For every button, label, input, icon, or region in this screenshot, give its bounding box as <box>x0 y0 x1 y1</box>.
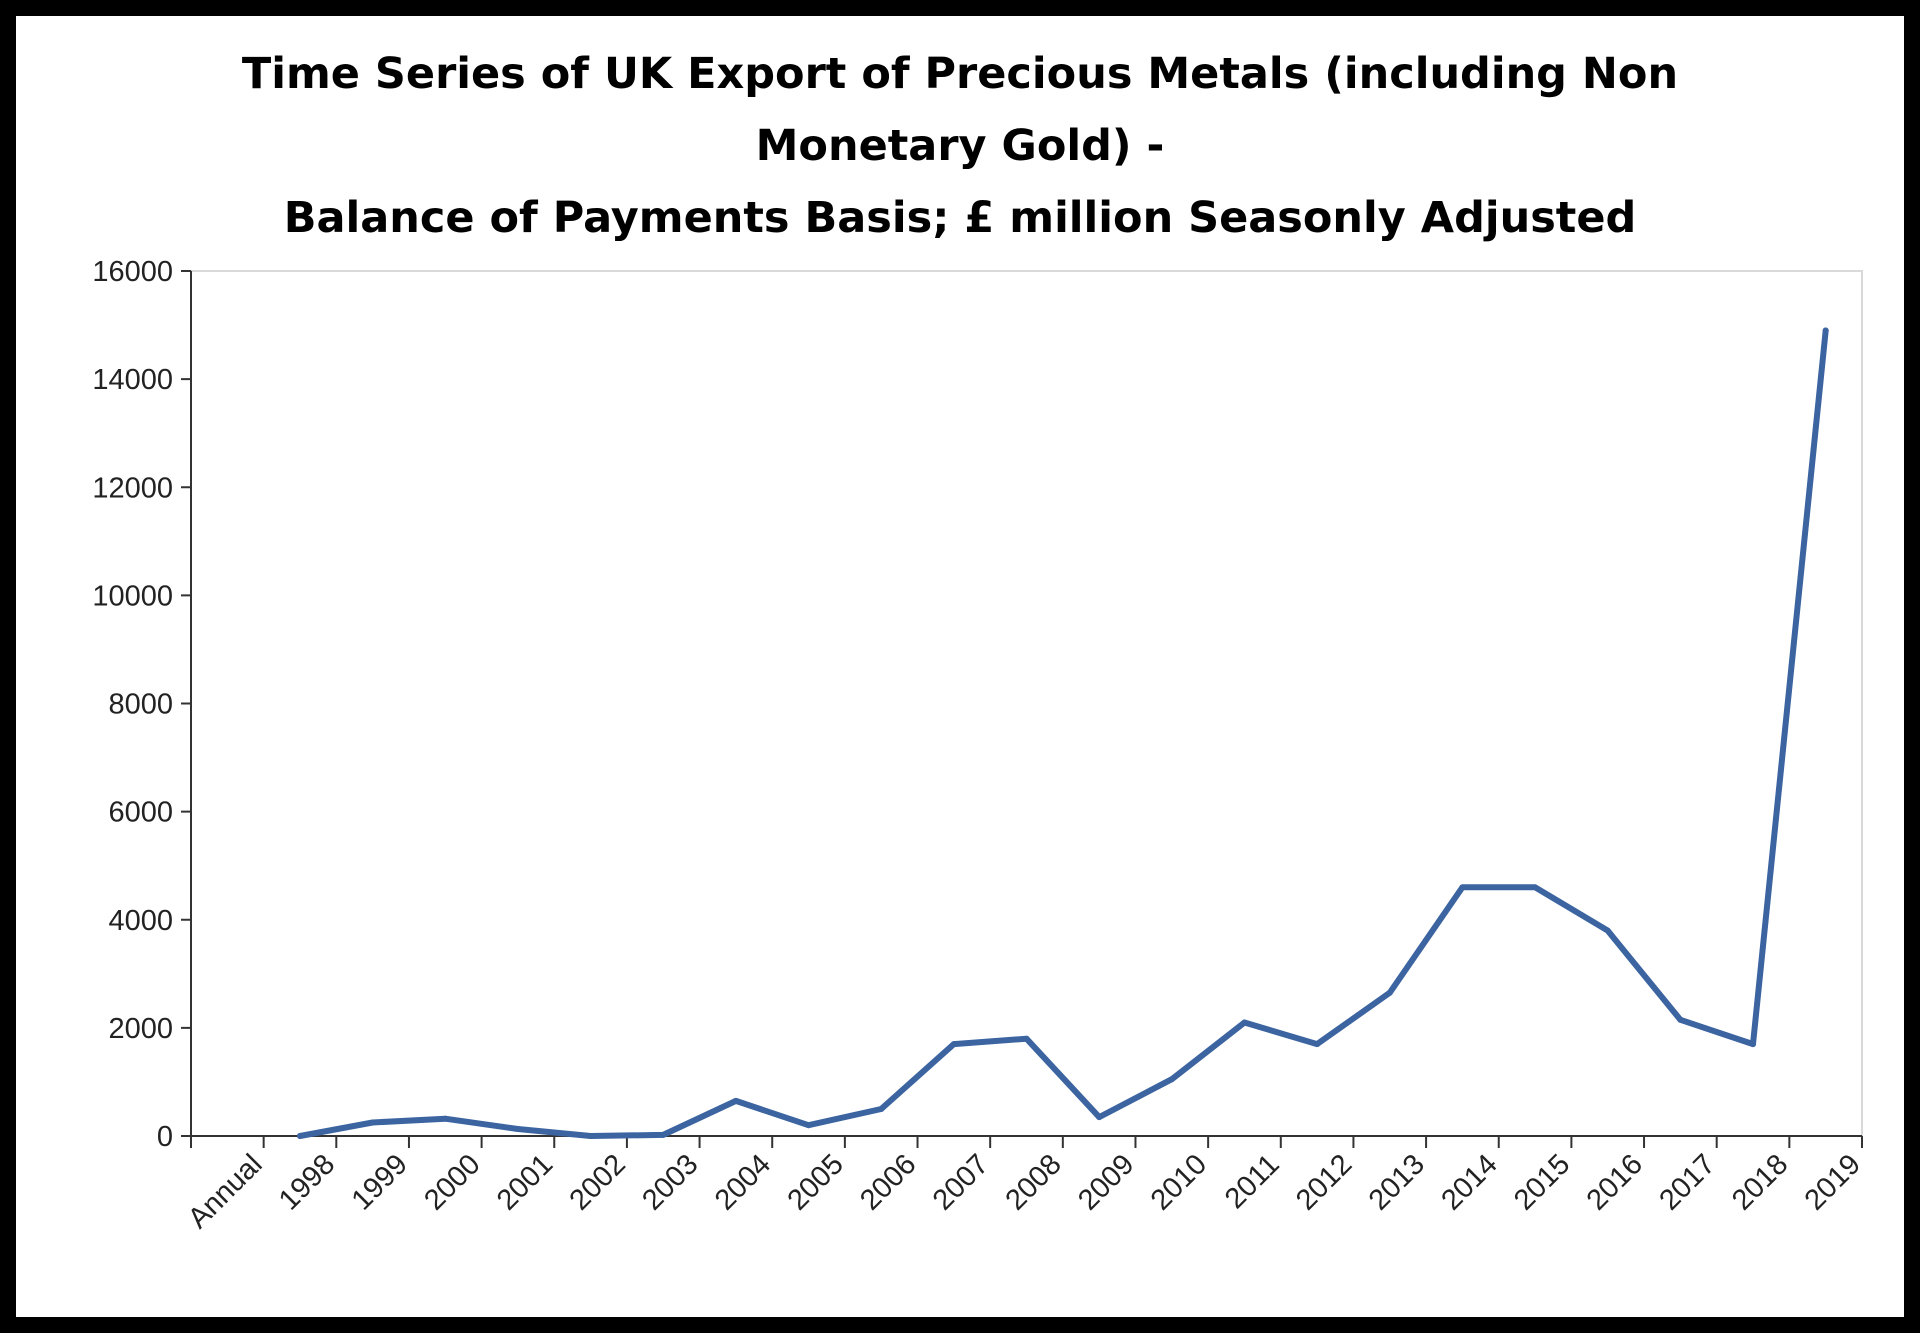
data-point <box>1750 1041 1757 1048</box>
data-point <box>1532 884 1539 891</box>
x-tick-label: 2000 <box>418 1148 486 1216</box>
x-tick-label: 2012 <box>1290 1148 1358 1216</box>
chart-title: Time Series of UK Export of Precious Met… <box>16 38 1904 254</box>
x-tick-label: 2019 <box>1799 1148 1867 1216</box>
x-axis: Annual 1998 1999 2000 2001 2002 2003 2004 2005 20… <box>182 1135 1867 1235</box>
x-tick-label: 2018 <box>1726 1148 1794 1216</box>
line-chart: 0 2000 4000 6000 8000 10000 12000 14000 16000 An… <box>92 256 1867 1235</box>
x-tick-label: 2015 <box>1508 1148 1576 1216</box>
x-tick-label: 2017 <box>1653 1148 1721 1216</box>
y-tick-label: 6000 <box>108 797 173 829</box>
data-point <box>878 1105 885 1112</box>
y-tick-label: 2000 <box>108 1013 173 1045</box>
y-tick-label: 8000 <box>108 689 173 721</box>
y-tick-label: 10000 <box>92 580 173 612</box>
chart-title-line-2: Monetary Gold) - <box>755 121 1165 171</box>
data-point <box>1459 884 1466 891</box>
x-tick-label: 2016 <box>1581 1148 1649 1216</box>
data-point <box>1023 1035 1030 1042</box>
data-point <box>660 1131 667 1138</box>
x-tick-label: 2007 <box>927 1148 995 1216</box>
x-tick-label: 2013 <box>1363 1148 1431 1216</box>
data-point <box>1677 1016 1684 1023</box>
data-point <box>1241 1019 1248 1026</box>
x-tick-label: 2006 <box>854 1148 922 1216</box>
x-tick-label: Annual <box>182 1148 268 1234</box>
x-tick-label: 2001 <box>491 1148 559 1216</box>
x-tick-label: 2011 <box>1219 1148 1286 1215</box>
data-point <box>950 1041 957 1048</box>
y-tick-label: 16000 <box>92 256 173 288</box>
data-point <box>1168 1076 1175 1083</box>
data-point <box>442 1115 449 1122</box>
y-tick-label: 4000 <box>108 905 173 937</box>
data-point <box>1096 1114 1103 1121</box>
data-point <box>1822 327 1829 334</box>
plot-area <box>190 270 1863 1137</box>
x-tick-label: 2002 <box>564 1148 632 1216</box>
y-tick-label: 14000 <box>92 364 173 396</box>
data-point <box>1604 927 1611 934</box>
x-tick-label: 2008 <box>1000 1148 1068 1216</box>
x-tick-label: 1999 <box>346 1148 414 1216</box>
x-tick-label: 2010 <box>1145 1148 1213 1216</box>
y-axis: 0 2000 4000 6000 8000 10000 12000 14000 16000 <box>92 256 192 1153</box>
chart-title-line-3: Balance of Payments Basis; £ million Sea… <box>283 193 1637 243</box>
plot-border <box>190 270 1863 1137</box>
x-tick-label: 2003 <box>636 1148 704 1216</box>
data-point <box>732 1097 739 1104</box>
chart-frame: Time Series of UK Export of Precious Met… <box>16 16 1904 1317</box>
data-point <box>587 1133 594 1139</box>
data-point <box>1314 1041 1321 1048</box>
data-point <box>514 1125 521 1132</box>
y-tick-label: 12000 <box>92 472 173 504</box>
data-point <box>296 1133 303 1139</box>
x-tick-label: 2005 <box>782 1148 850 1216</box>
x-tick-label: 2004 <box>709 1148 777 1216</box>
data-point <box>1386 989 1393 996</box>
series-line-0 <box>297 327 1829 1139</box>
x-tick-label: 1998 <box>273 1148 341 1216</box>
data-point <box>369 1119 376 1126</box>
x-tick-label: 2014 <box>1435 1148 1503 1216</box>
x-tick-label: 2009 <box>1072 1148 1140 1216</box>
series-layer <box>296 327 1829 1139</box>
data-point <box>805 1122 812 1129</box>
y-tick-label: 0 <box>157 1121 173 1153</box>
chart-title-line-1: Time Series of UK Export of Precious Met… <box>241 49 1679 99</box>
